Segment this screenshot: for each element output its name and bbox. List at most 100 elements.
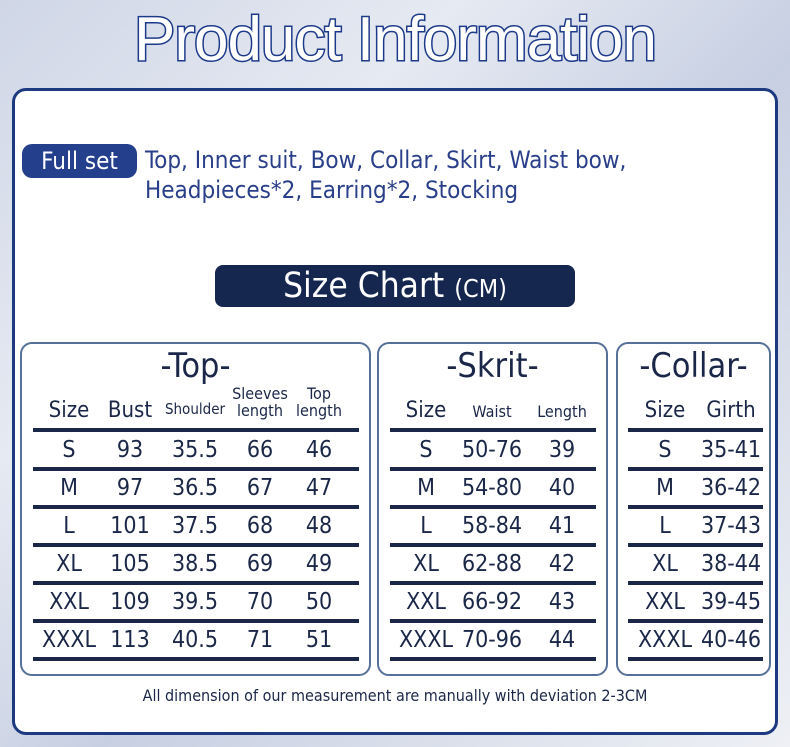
skirt-table-title: -Skrit- xyxy=(446,346,539,386)
table-cell: 42 xyxy=(548,551,576,577)
table-cell: 46 xyxy=(305,437,333,463)
table-cell: 40-46 xyxy=(700,627,762,653)
full-set-items: Top, Inner suit, Bow, Collar, Skirt, Wai… xyxy=(145,146,627,204)
table-cell: XL xyxy=(652,551,678,577)
table-cell: 36.5 xyxy=(171,475,219,501)
collar-size-table: -Collar- Size Girth S 35-41 M 36-42 L 37-43 XL 38-… xyxy=(616,342,771,676)
collar-table-title: -Collar- xyxy=(639,346,748,386)
table-cell: 40.5 xyxy=(171,627,219,653)
table-cell: XXL xyxy=(406,589,446,615)
table-cell: 105 xyxy=(110,551,150,577)
page-title: Product Information xyxy=(132,4,658,76)
table-cell: 37.5 xyxy=(171,513,219,539)
column-header: Girth xyxy=(706,398,756,423)
table-cell: M xyxy=(417,475,435,501)
column-header: Size xyxy=(644,398,686,423)
table-cell: 39.5 xyxy=(171,589,219,615)
table-cell: XXXL xyxy=(398,627,454,653)
table-cell: XL xyxy=(413,551,439,577)
table-cell: 51 xyxy=(305,627,333,653)
row-divider xyxy=(628,619,763,623)
table-cell: L xyxy=(63,513,75,539)
measurement-note: All dimension of our measurement are man… xyxy=(142,686,648,705)
table-cell: 41 xyxy=(548,513,576,539)
table-cell: 47 xyxy=(305,475,333,501)
table-cell: 97 xyxy=(116,475,144,501)
table-cell: 38.5 xyxy=(171,551,219,577)
table-cell: XL xyxy=(56,551,82,577)
row-divider xyxy=(33,619,359,623)
column-header: Shoulder xyxy=(164,400,226,418)
column-header: Size xyxy=(405,398,447,423)
table-cell: 67 xyxy=(246,475,274,501)
table-cell: 113 xyxy=(110,627,150,653)
table-cell: 50 xyxy=(305,589,333,615)
skirt-size-table: -Skrit- Size Waist Length S 50-76 39 M 54-80 40 L 5… xyxy=(377,342,608,676)
table-cell: 40 xyxy=(548,475,576,501)
table-cell: 93 xyxy=(116,437,144,463)
table-cell: 50-76 xyxy=(461,437,523,463)
table-cell: 36-42 xyxy=(700,475,762,501)
row-divider xyxy=(33,581,359,585)
row-divider xyxy=(33,467,359,471)
size-chart-unit: (CM) xyxy=(454,274,507,303)
table-cell: S xyxy=(62,437,76,463)
table-cell: 54-80 xyxy=(461,475,523,501)
table-cell: 101 xyxy=(110,513,150,539)
table-cell: M xyxy=(656,475,674,501)
row-divider xyxy=(390,428,596,432)
table-cell: 39-45 xyxy=(700,589,762,615)
row-divider xyxy=(628,428,763,432)
table-cell: 49 xyxy=(305,551,333,577)
table-cell: XXL xyxy=(49,589,89,615)
table-cell: L xyxy=(659,513,671,539)
table-cell: 68 xyxy=(246,513,274,539)
table-cell: 35.5 xyxy=(171,437,219,463)
table-cell: 38-44 xyxy=(700,551,762,577)
row-divider xyxy=(390,657,596,661)
table-cell: 69 xyxy=(246,551,274,577)
table-cell: S xyxy=(658,437,672,463)
row-divider xyxy=(628,505,763,509)
size-chart-banner: Size Chart (CM) xyxy=(215,265,575,307)
column-header: Top length xyxy=(296,384,342,420)
table-cell: XXL xyxy=(645,589,685,615)
table-cell: XXXL xyxy=(41,627,97,653)
row-divider xyxy=(390,581,596,585)
table-cell: 66 xyxy=(246,437,274,463)
table-cell: S xyxy=(419,437,433,463)
top-table-title: -Top- xyxy=(160,346,231,386)
table-cell: XXXL xyxy=(637,627,693,653)
table-cell: 62-88 xyxy=(461,551,523,577)
row-divider xyxy=(33,428,359,432)
column-header: Length xyxy=(537,402,587,421)
row-divider xyxy=(628,581,763,585)
row-divider xyxy=(33,543,359,547)
table-cell: 37-43 xyxy=(700,513,762,539)
column-header: Bust xyxy=(107,398,153,423)
row-divider xyxy=(628,543,763,547)
row-divider xyxy=(390,505,596,509)
table-cell: 66-92 xyxy=(461,589,523,615)
row-divider xyxy=(390,543,596,547)
size-chart-label: Size Chart xyxy=(283,266,445,306)
top-size-table: -Top- Size Bust Shoulder Sleeves length Top l… xyxy=(20,342,371,676)
row-divider xyxy=(390,619,596,623)
table-cell: 48 xyxy=(305,513,333,539)
table-cell: 58-84 xyxy=(461,513,523,539)
column-header: Sleeves length xyxy=(232,384,288,420)
row-divider xyxy=(390,467,596,471)
table-cell: L xyxy=(420,513,432,539)
table-cell: 35-41 xyxy=(700,437,762,463)
row-divider xyxy=(628,657,763,661)
row-divider xyxy=(628,467,763,471)
table-cell: 43 xyxy=(548,589,576,615)
column-header: Waist xyxy=(472,402,512,421)
table-cell: 71 xyxy=(246,627,274,653)
table-cell: 70-96 xyxy=(461,627,523,653)
table-cell: 109 xyxy=(110,589,150,615)
column-header: Size xyxy=(48,398,90,423)
table-cell: 39 xyxy=(548,437,576,463)
full-set-badge: Full set xyxy=(22,144,137,178)
row-divider xyxy=(33,505,359,509)
